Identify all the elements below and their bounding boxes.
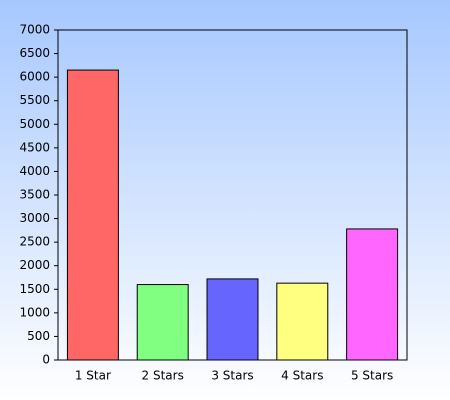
bar bbox=[66, 69, 119, 361]
bar bbox=[276, 282, 329, 361]
y-tick-label: 5000 bbox=[19, 117, 50, 131]
y-tick-label: 500 bbox=[27, 329, 50, 343]
y-tick-label: 1500 bbox=[19, 282, 50, 296]
y-tick-label: 6000 bbox=[19, 70, 50, 84]
y-tick-label: 7000 bbox=[19, 23, 50, 37]
y-tick-label: 0 bbox=[42, 353, 50, 367]
x-tick-label: 4 Stars bbox=[281, 369, 323, 383]
y-tick-label: 4500 bbox=[19, 140, 50, 154]
y-tick-label: 2000 bbox=[19, 258, 50, 272]
y-tick-label: 5500 bbox=[19, 93, 50, 107]
x-tick-label: 1 Star bbox=[75, 369, 111, 383]
bar bbox=[346, 228, 399, 361]
plot-frame bbox=[57, 29, 408, 361]
y-tick-label: 2500 bbox=[19, 235, 50, 249]
y-tick-label: 3000 bbox=[19, 211, 50, 225]
y-tick-label: 3500 bbox=[19, 188, 50, 202]
y-tick-label: 6500 bbox=[19, 46, 50, 60]
y-tick-label: 1000 bbox=[19, 305, 50, 319]
bar bbox=[206, 278, 259, 361]
x-tick-label: 2 Stars bbox=[142, 369, 184, 383]
y-tick-label: 4000 bbox=[19, 164, 50, 178]
bar bbox=[136, 284, 189, 361]
x-tick-label: 3 Stars bbox=[211, 369, 253, 383]
x-tick-label: 5 Stars bbox=[351, 369, 393, 383]
